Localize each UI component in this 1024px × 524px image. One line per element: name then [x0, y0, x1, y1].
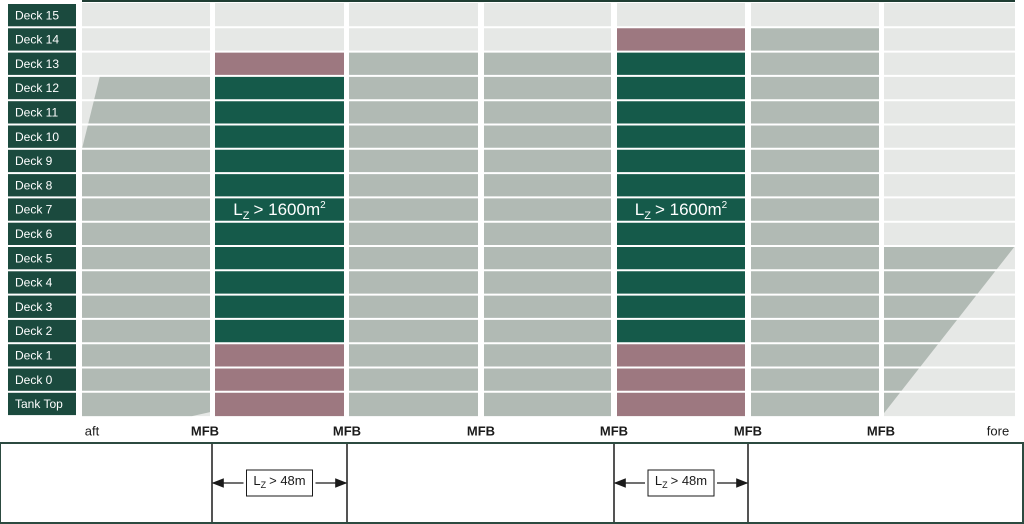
- label-base: L: [233, 200, 242, 219]
- deck-label: Deck 13: [15, 57, 59, 71]
- label-base: L: [655, 473, 662, 488]
- length-label: LZ > 48m: [253, 473, 305, 490]
- label-base: L: [253, 473, 260, 488]
- deck-label-box: [8, 198, 76, 221]
- hull-fore: [884, 246, 1015, 414]
- deck-label: Deck 15: [15, 8, 59, 22]
- deck-label: Deck 11: [15, 106, 58, 120]
- dimension-box: [246, 469, 313, 497]
- deck-label: Deck 6: [15, 227, 53, 241]
- main-fire-zone: [215, 75, 344, 344]
- deck-label: Deck 7: [15, 203, 53, 217]
- pink-zone: [215, 343, 344, 417]
- deck-label: Deck 3: [15, 300, 53, 314]
- label-subscript: Z: [243, 210, 250, 222]
- deck-label: Deck 8: [15, 178, 53, 192]
- bulkhead-label: aft: [85, 423, 100, 438]
- pink-zone: [617, 27, 745, 52]
- deck-label-box: [8, 28, 76, 51]
- label-text: > 48m: [269, 473, 306, 488]
- bulkhead-label: MFB: [333, 423, 361, 438]
- deck-label-box: [8, 344, 76, 367]
- deck-label: Deck 12: [15, 81, 59, 95]
- deck-label: Deck 14: [15, 33, 59, 47]
- label-subscript: Z: [662, 480, 668, 490]
- label-text: > 48m: [671, 473, 708, 488]
- bulkhead-label: MFB: [467, 423, 495, 438]
- deck-label: Deck 4: [15, 276, 53, 290]
- deck-label-box: [8, 368, 76, 391]
- bulkhead-label: MFB: [734, 423, 762, 438]
- label-text: > 1600m: [655, 200, 722, 219]
- bulkhead-label: MFB: [191, 423, 219, 438]
- deck-label-box: [8, 247, 76, 270]
- bulkhead-label: MFB: [600, 423, 628, 438]
- deck-label-box: [8, 319, 76, 343]
- zone-area-label: LZ > 1600m2: [233, 200, 326, 222]
- deck-label: Deck 1: [15, 349, 53, 363]
- hull-zone: [484, 51, 611, 417]
- label-subscript: Z: [644, 210, 651, 222]
- deck-label-box: [8, 76, 76, 100]
- deck-label: Deck 2: [15, 324, 53, 338]
- bulkhead-label: MFB: [867, 423, 895, 438]
- deck-label-box: [8, 101, 76, 124]
- deck-label-box: [8, 125, 76, 148]
- top-edge: [82, 0, 1015, 2]
- pink-zone: [215, 51, 344, 76]
- pink-zone: [617, 343, 745, 417]
- deck-label-box: [8, 271, 76, 294]
- deck-label-box: [8, 4, 76, 27]
- deck-label: Deck 5: [15, 251, 53, 265]
- zone-area-label: LZ > 1600m2: [635, 200, 728, 222]
- dimension-box: [647, 469, 715, 497]
- deck-label-box: [8, 174, 76, 197]
- length-label: LZ > 48m: [655, 473, 707, 490]
- label-base: L: [635, 200, 644, 219]
- label-subscript: Z: [261, 480, 267, 490]
- bulkhead-label: fore: [987, 423, 1009, 438]
- deck-label-box: [8, 295, 76, 318]
- deck-label: Deck 9: [15, 154, 53, 168]
- deck-label-box: [8, 52, 76, 75]
- deck-label: Deck 0: [15, 373, 53, 387]
- hull-zone: [349, 51, 478, 417]
- label-text: > 1600m: [254, 200, 321, 219]
- label-superscript: 2: [320, 200, 326, 211]
- deck-label-box: [8, 222, 76, 245]
- deck-label-box: [8, 392, 76, 416]
- dimension-frame: [0, 442, 1024, 524]
- deck-label-box: [8, 149, 76, 173]
- deck-label: Deck 10: [15, 130, 59, 144]
- deck-label: Tank Top: [15, 397, 63, 411]
- label-superscript: 2: [722, 200, 728, 211]
